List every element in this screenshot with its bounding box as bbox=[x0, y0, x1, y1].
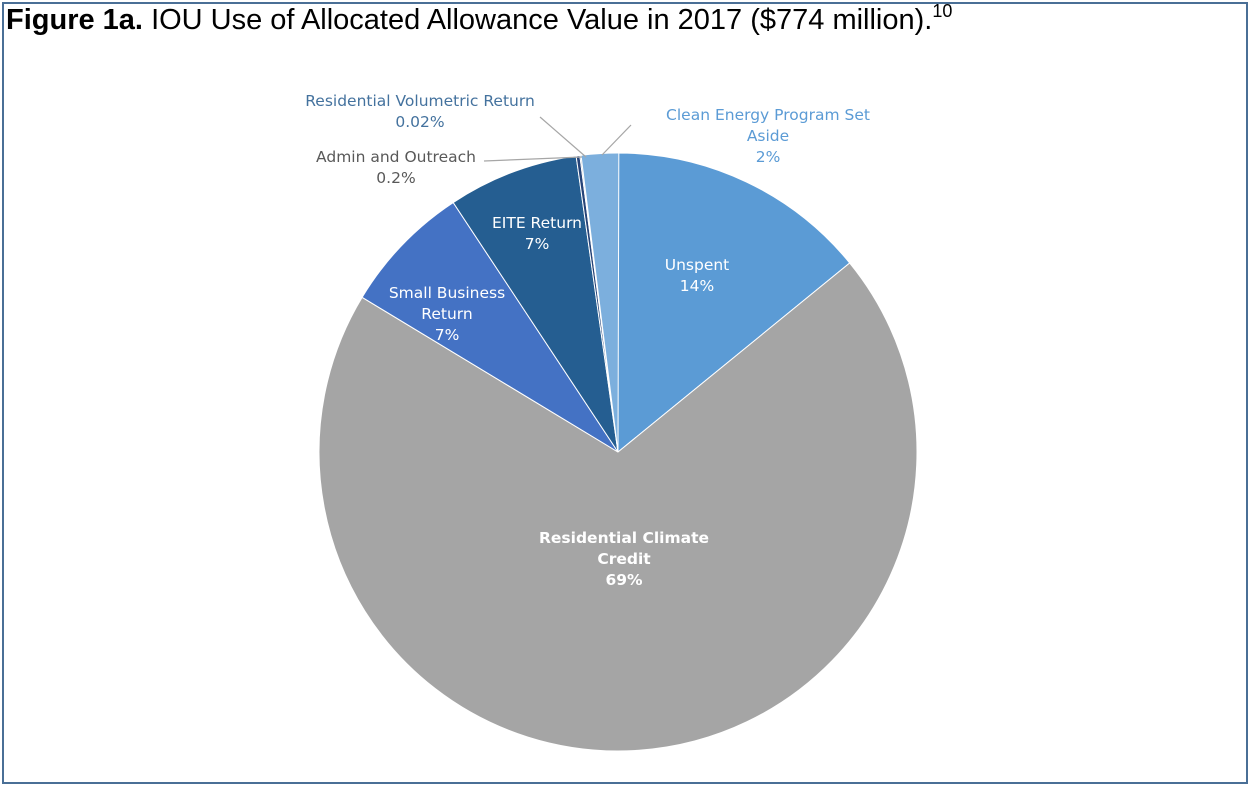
slice-label: Clean Energy Program Set Aside 2% bbox=[666, 106, 870, 166]
slice-label: Admin and Outreach 0.2% bbox=[316, 148, 476, 187]
pie-slice-residential-climate-credit bbox=[318, 262, 918, 752]
pie-slice-unspent bbox=[617, 152, 851, 454]
slice-label: Residential Climate Credit 69% bbox=[539, 529, 709, 589]
pie-slice-small-business-return bbox=[361, 201, 619, 453]
slice-label: EITE Return 7% bbox=[492, 214, 582, 253]
footnote-ref: 10 bbox=[932, 1, 953, 21]
leader-line bbox=[601, 124, 632, 156]
slice-label: Residential Volumetric Return 0.02% bbox=[305, 92, 535, 131]
pie-slice-clean-energy-program-set-aside bbox=[580, 152, 620, 453]
figure-title: Figure 1a. IOU Use of Allocated Allowanc… bbox=[6, 1, 953, 37]
slice-label: Small Business Return 7% bbox=[389, 284, 505, 344]
figure-title-text: IOU Use of Allocated Allowance Value in … bbox=[151, 4, 933, 36]
pie-slice-eite-return bbox=[452, 155, 619, 453]
figure-label: Figure 1a. bbox=[6, 4, 143, 36]
leader-line bbox=[483, 156, 583, 162]
leader-line bbox=[539, 116, 587, 158]
slice-label: Unspent 14% bbox=[665, 256, 730, 295]
